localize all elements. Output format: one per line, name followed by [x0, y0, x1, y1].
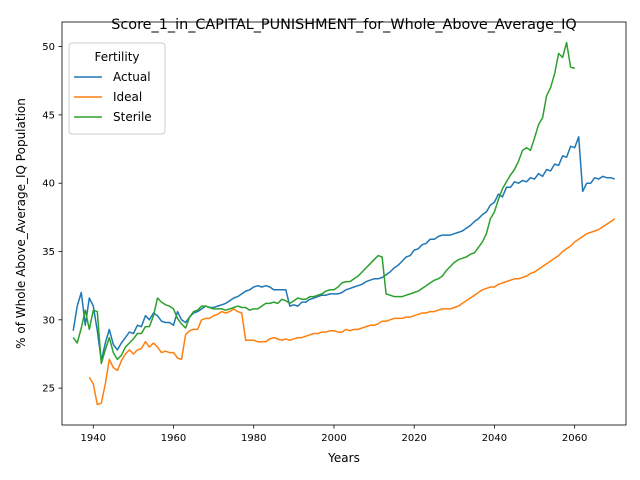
y-tick-label: 50 [42, 42, 55, 53]
legend-label-ideal: Ideal [113, 90, 142, 104]
x-tick-label: 2040 [482, 433, 507, 444]
x-tick-label: 2020 [401, 433, 426, 444]
legend: Fertility Actual Ideal Sterile [68, 42, 166, 135]
y-tick-label: 45 [42, 110, 55, 121]
y-axis: 25 30 35 40 45 50 [42, 42, 62, 395]
legend-label-sterile: Sterile [113, 110, 152, 124]
series-line-sterile [72, 41, 575, 365]
y-tick-label: 30 [42, 315, 55, 326]
plot-frame [61, 21, 627, 426]
y-tick-label: 35 [42, 247, 55, 258]
chart-title: Score_1_in_CAPITAL_PUNISHMENT_for_Whole_… [111, 17, 577, 33]
x-tick-label: 1960 [161, 433, 186, 444]
y-tick-label: 40 [42, 179, 55, 190]
x-tick-label: 1940 [81, 433, 106, 444]
legend-label-actual: Actual [113, 70, 151, 84]
x-tick-label: 1980 [241, 433, 266, 444]
legend-box [68, 42, 166, 135]
series-line-ideal [88, 218, 616, 406]
x-axis: 1940 1960 1980 2000 2020 2040 2060 [81, 425, 587, 444]
y-axis-label: % of Whole Above_Average_IQ Population [14, 98, 28, 349]
x-axis-label: Years [327, 451, 360, 465]
x-tick-label: 2000 [321, 433, 346, 444]
x-tick-label: 2060 [562, 433, 587, 444]
series-line-actual [72, 136, 616, 362]
plot-lines [72, 41, 616, 406]
y-tick-label: 25 [42, 384, 55, 395]
legend-title: Fertility [94, 50, 139, 64]
